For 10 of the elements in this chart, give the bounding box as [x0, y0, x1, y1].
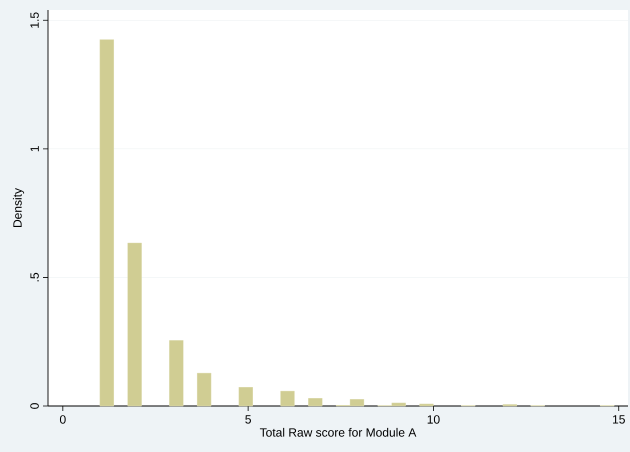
x-tick-label: 5: [245, 415, 251, 424]
x-tick-label: 15: [612, 415, 625, 424]
y-tick-label: 0: [30, 403, 39, 409]
x-tick-label: 10: [428, 415, 440, 424]
x-axis-title: Total Raw score for Module A: [260, 428, 416, 437]
y-tick-label: 1.5: [30, 12, 39, 28]
y-tick-label: 1: [30, 146, 39, 152]
x-tick-label: 0: [60, 415, 66, 424]
y-axis-title: Density: [12, 188, 24, 228]
y-tick-label: .5: [30, 272, 39, 282]
